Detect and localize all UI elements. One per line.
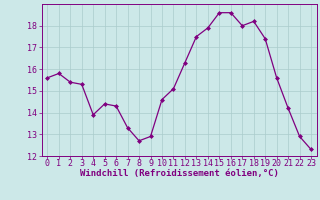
X-axis label: Windchill (Refroidissement éolien,°C): Windchill (Refroidissement éolien,°C) — [80, 169, 279, 178]
